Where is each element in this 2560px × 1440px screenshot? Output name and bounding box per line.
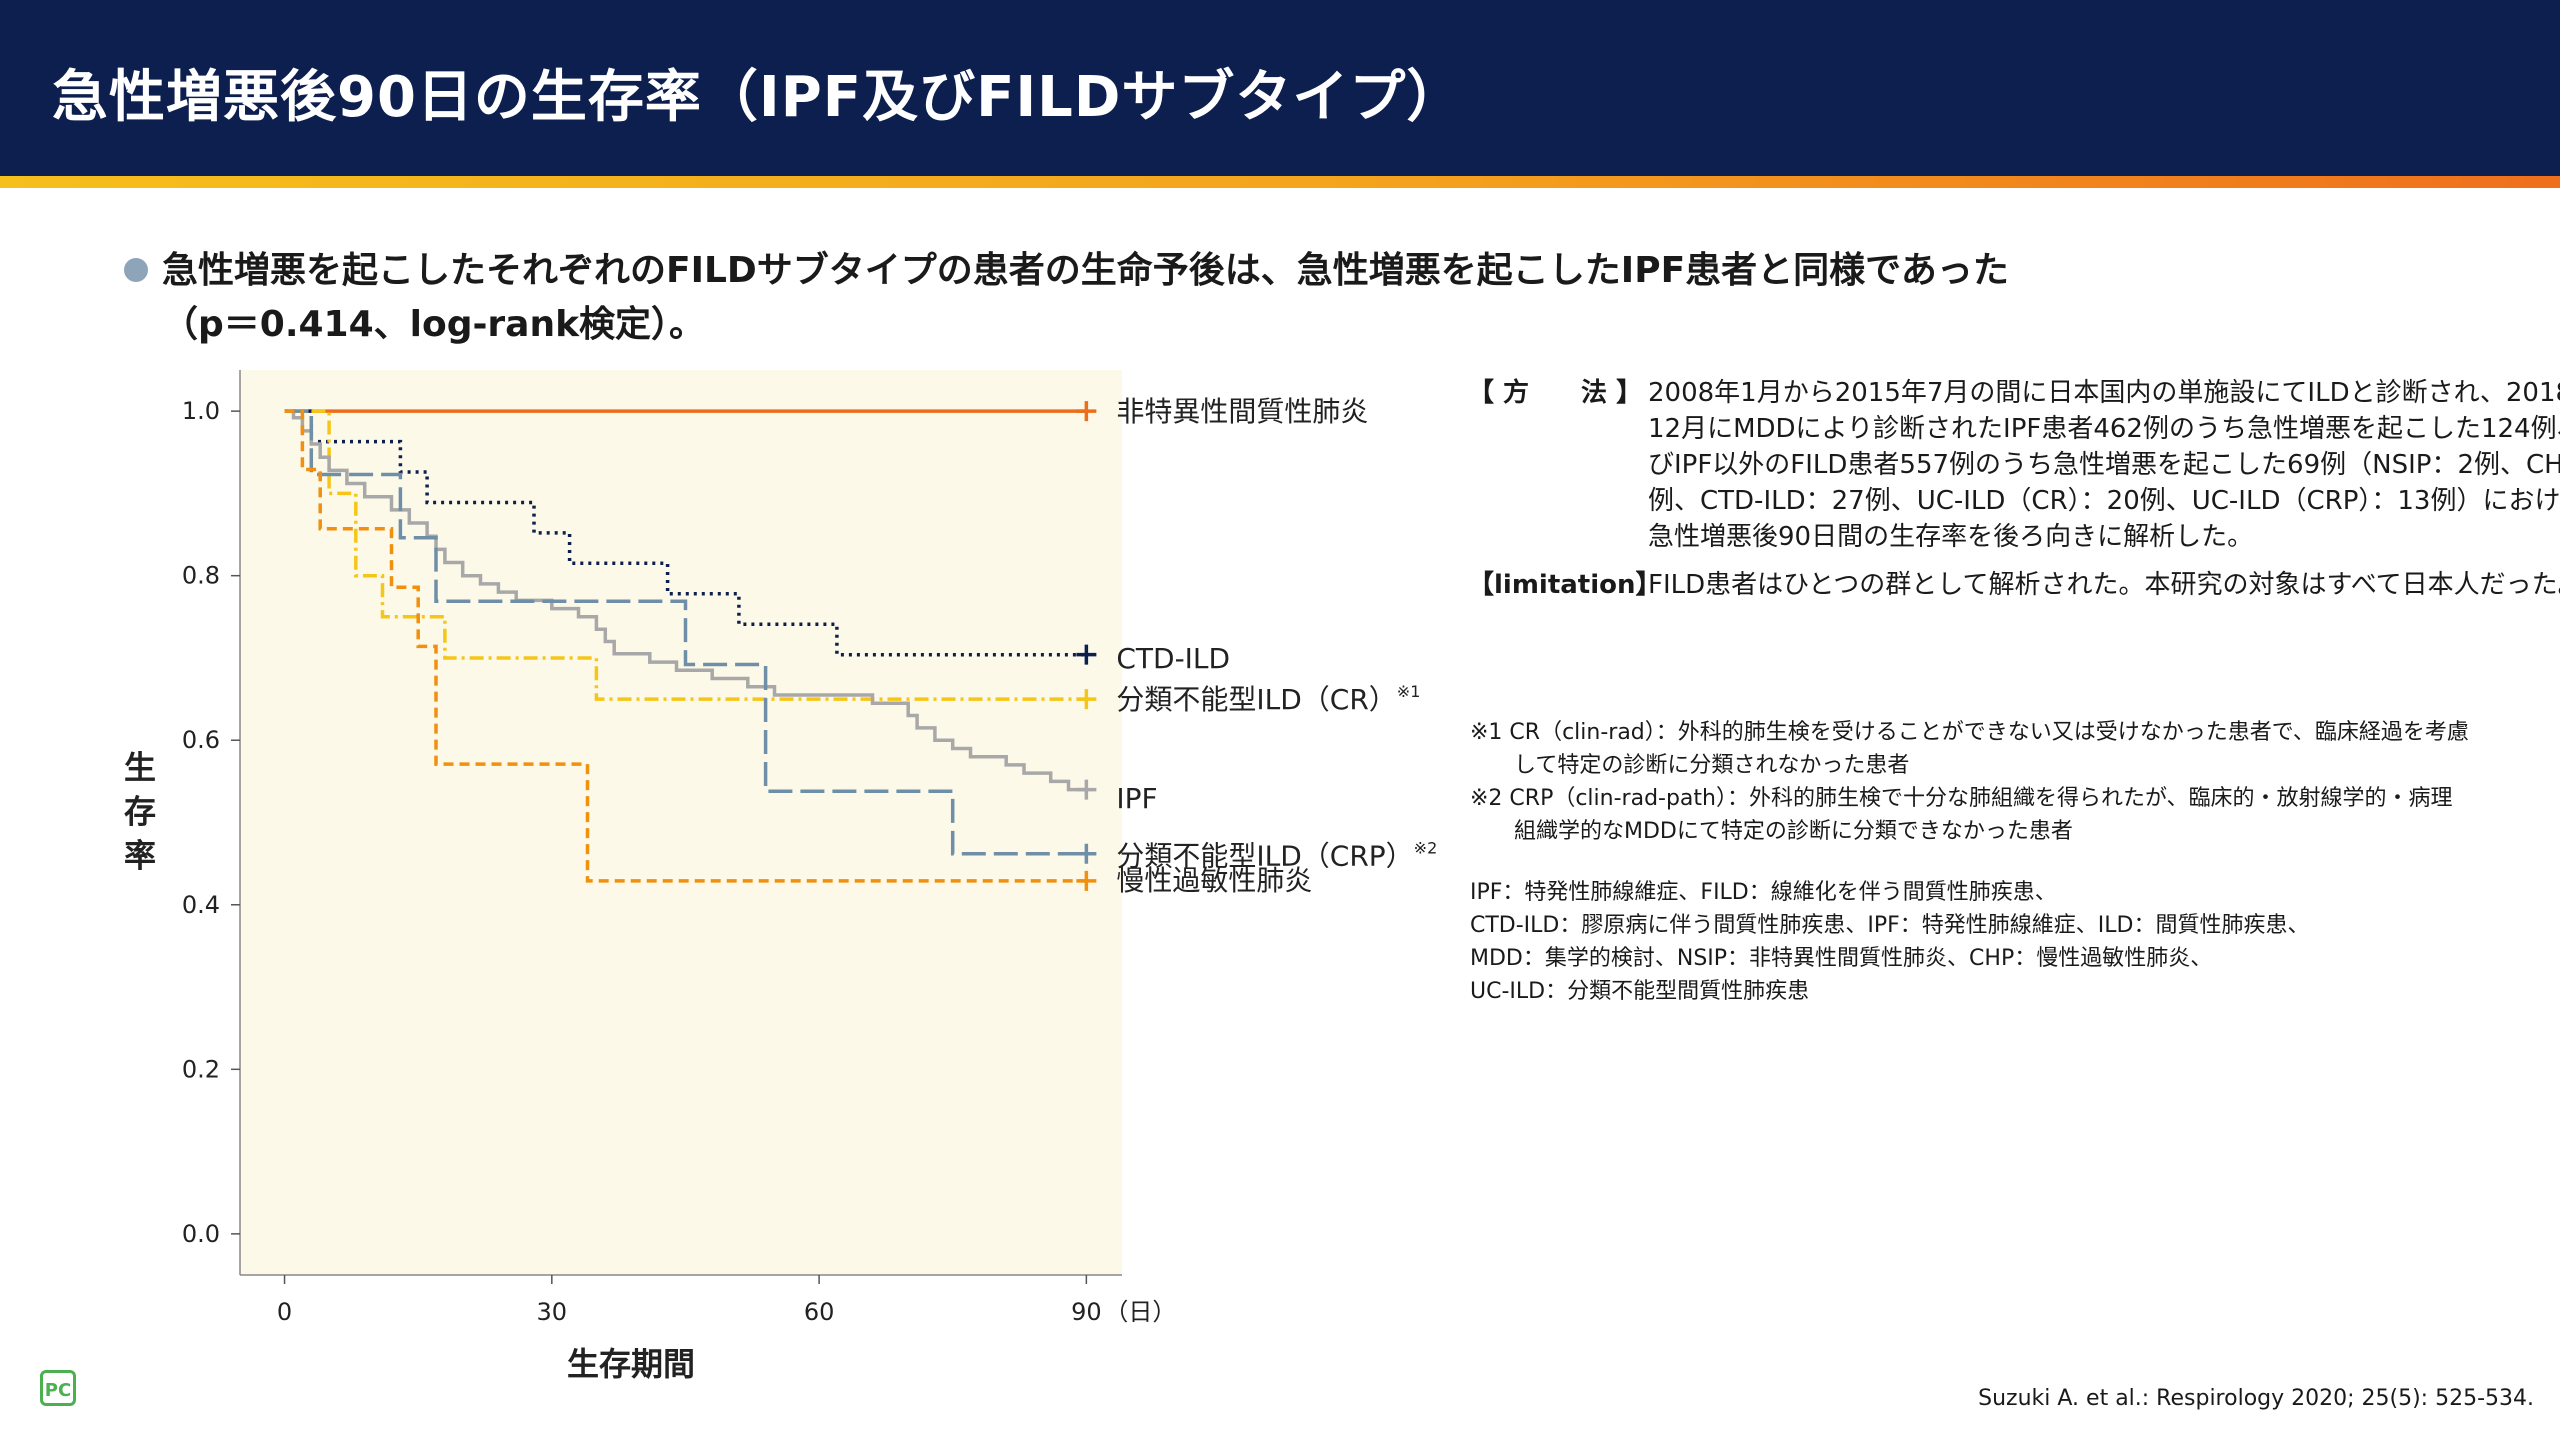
methods-text: 2008年1月から2015年7月の間に日本国内の単施設にてILDと診断され、20… xyxy=(1648,378,2560,552)
series-label: IPF xyxy=(1116,782,1157,815)
censor-mark xyxy=(1076,779,1097,800)
series-label: 非特異性間質性肺炎 xyxy=(1116,395,1368,428)
limitation-label: 【limitation】 xyxy=(1468,570,1662,600)
key-finding-line2: （p＝0.414、log-rank検定）。 xyxy=(162,304,706,345)
abbreviation-line: MDD：集学的検討、NSIP：非特異性間質性肺炎、CHP：慢性過敏性肺炎、 xyxy=(1470,946,2213,971)
series-line xyxy=(284,409,1087,856)
series-label: 慢性過敏性肺炎 xyxy=(1116,864,1312,897)
methods-section: 【 方 法 】 2008年1月から2015年7月の間に日本国内の単施設にてILD… xyxy=(1468,375,2560,603)
key-finding-line1: 急性増悪を起こしたそれぞれのFILDサブタイプの患者の生命予後は、急性増悪を起こ… xyxy=(162,250,2009,291)
series-line xyxy=(284,409,1087,701)
header-banner: 急性増悪後90日の生存率（IPF及びFILDサブタイプ） xyxy=(0,0,2560,176)
y-tick-label: 0.0 xyxy=(182,1220,220,1248)
abbreviations: IPF：特発性肺線維症、FILD：線維化を伴う間質性肺疾患、 CTD-ILD：膠… xyxy=(1470,876,2470,1008)
series-label: 分類不能型ILD（CRP）※2 xyxy=(1116,838,1437,872)
abbreviation-line: IPF：特発性肺線維症、FILD：線維化を伴う間質性肺疾患、 xyxy=(1470,880,2057,905)
censor-mark xyxy=(1076,689,1097,710)
series-label: CTD-ILD xyxy=(1116,642,1230,675)
citation: Suzuki A. et al.: Respirology 2020; 25(5… xyxy=(1978,1386,2534,1411)
footnotes: ※1 CR（clin-rad）：外科的肺生検を受けることができない又は受けなかっ… xyxy=(1470,716,2470,848)
censor-mark xyxy=(1076,870,1097,891)
footnote-2: ※2 CRP（clin-rad-path）：外科的肺生検で十分な肺組織を得られた… xyxy=(1470,786,2453,844)
y-tick-label: 0.6 xyxy=(182,726,220,754)
series-label: 分類不能型ILD（CR）※1 xyxy=(1116,682,1420,716)
x-tick-label: 30 xyxy=(537,1298,568,1326)
abbreviation-line: CTD-ILD：膠原病に伴う間質性肺疾患、IPF：特発性肺線維症、ILD：間質性… xyxy=(1470,913,2310,938)
x-axis-title: 生存期間 xyxy=(567,1345,695,1383)
y-tick-label: 0.2 xyxy=(182,1055,220,1083)
x-tick-label: 60 xyxy=(804,1298,835,1326)
header-accent-bar xyxy=(0,176,2560,188)
y-axis-title: 生存率 xyxy=(124,749,156,875)
series-line xyxy=(284,409,1087,792)
y-tick-label: 1.0 xyxy=(182,397,220,425)
methods-label: 【 方 法 】 xyxy=(1468,378,1643,408)
x-unit-label: （日） xyxy=(1104,1298,1176,1326)
key-finding: 急性増悪を起こしたそれぞれのFILDサブタイプの患者の生命予後は、急性増悪を起こ… xyxy=(162,244,2462,352)
survival-chart: 0.0 0.2 0.4 0.6 0.8 1.0 0 30 60 90 （日） 生存期間 生存率 非特異性間… xyxy=(124,370,1437,1383)
page-title: 急性増悪後90日の生存率（IPF及びFILDサブタイプ） xyxy=(52,65,1464,130)
abbreviation-line: UC-ILD：分類不能型間質性肺疾患 xyxy=(1470,979,1810,1004)
censor-mark xyxy=(1076,401,1097,422)
x-tick-label: 0 xyxy=(277,1298,292,1326)
footnote-1: ※1 CR（clin-rad）：外科的肺生検を受けることができない又は受けなかっ… xyxy=(1470,720,2469,778)
logo-icon: PC xyxy=(40,1370,76,1406)
y-tick-label: 0.8 xyxy=(182,562,220,590)
censor-mark xyxy=(1076,843,1097,864)
series-line xyxy=(284,409,1087,883)
y-tick-label: 0.4 xyxy=(182,891,220,919)
censor-mark xyxy=(1076,644,1097,665)
limitation-text: FILD患者はひとつの群として解析された。本研究の対象はすべて日本人だった。 xyxy=(1648,570,2560,600)
bullet-icon xyxy=(124,258,148,282)
x-tick-label: 90 xyxy=(1071,1298,1102,1326)
plot-area xyxy=(240,370,1122,1275)
